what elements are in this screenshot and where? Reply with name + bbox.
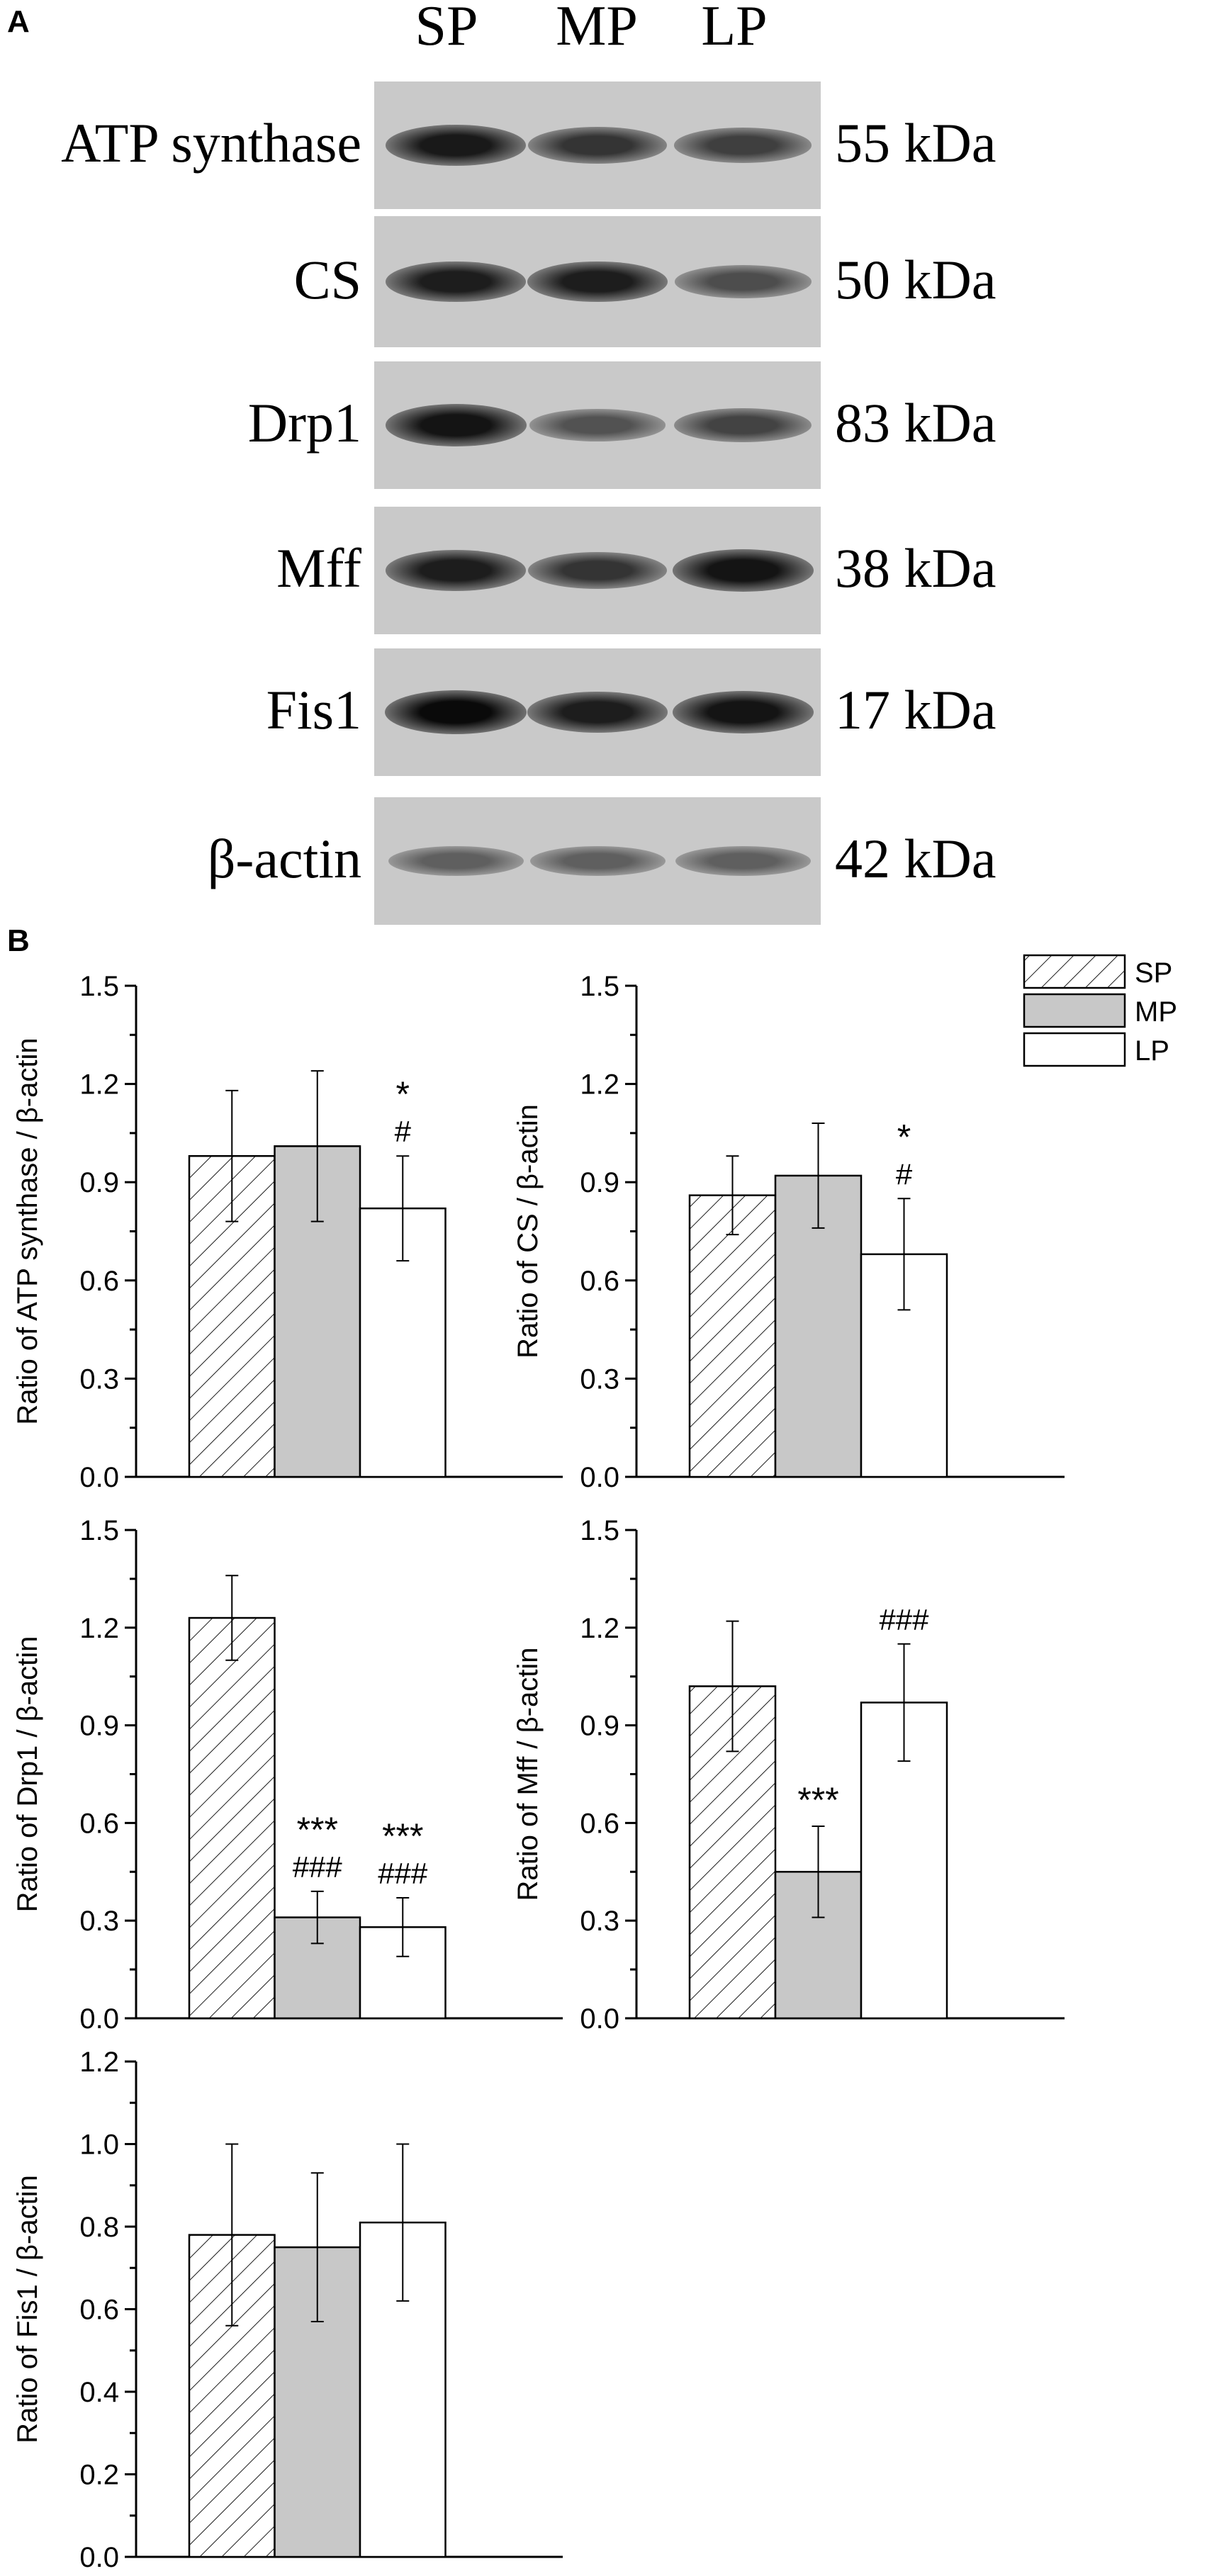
y-tick-label: 0.0: [79, 2542, 119, 2573]
y-tick-label: 0.6: [580, 1266, 619, 1297]
y-tick-label: 0.9: [79, 1711, 119, 1742]
bar: [860, 1702, 948, 2020]
y-axis-label: Ratio of CS / β-actin: [512, 1104, 544, 1359]
panel-b-label: B: [7, 923, 30, 958]
blot-band: [528, 126, 667, 164]
y-tick-label: 0.9: [79, 1167, 119, 1198]
y-tick-label: 0.4: [79, 2377, 119, 2408]
blot-band: [386, 550, 526, 591]
protein-label: ATP synthase: [61, 112, 361, 174]
y-axis-label: Ratio of Drp1 / β-actin: [12, 1636, 43, 1913]
y-tick-label: 0.0: [580, 1462, 619, 1493]
y-tick-label: 0.9: [580, 1167, 619, 1198]
y-axis-label: Ratio of Mff / β-actin: [512, 1648, 544, 1901]
blot-band: [675, 845, 811, 877]
y-tick-label: 0.6: [580, 1808, 619, 1839]
y-tick-label: 1.5: [79, 1515, 119, 1546]
kda-label: 38 kDa: [835, 537, 997, 599]
legend-swatch: [1023, 954, 1126, 989]
significance-label: *: [897, 1117, 911, 1157]
blot-band: [527, 692, 668, 733]
y-tick-label: 0.0: [79, 1462, 119, 1493]
blot-strip: [374, 648, 821, 776]
y-tick-label: 0.3: [580, 1906, 619, 1937]
blot-band: [386, 261, 526, 303]
legend-label: LP: [1135, 1035, 1169, 1067]
kda-label: 17 kDa: [835, 679, 997, 741]
y-tick-label: 0.0: [580, 2003, 619, 2035]
protein-label: Drp1: [247, 392, 361, 454]
significance-label: ###: [378, 1857, 428, 1890]
panel-a-label: A: [7, 4, 30, 39]
y-tick-label: 1.2: [79, 1069, 119, 1101]
y-tick-label: 0.0: [79, 2003, 119, 2035]
blot-band: [672, 691, 814, 733]
blot-strip: [374, 361, 821, 489]
blot-band: [673, 128, 812, 163]
kda-label: 42 kDa: [835, 828, 997, 889]
y-tick-label: 0.3: [580, 1363, 619, 1395]
y-tick-label: 1.2: [580, 1613, 619, 1644]
blot-band: [674, 265, 812, 298]
kda-label: 55 kDa: [835, 112, 997, 174]
y-tick-label: 1.5: [79, 971, 119, 1002]
blot-band: [674, 407, 812, 443]
y-tick-label: 0.6: [79, 1808, 119, 1839]
kda-label: 50 kDa: [835, 248, 997, 310]
protein-label: β-actin: [207, 828, 361, 889]
blot-band: [529, 845, 666, 877]
blot-band: [388, 845, 524, 877]
y-tick-label: 1.2: [580, 1069, 619, 1101]
y-tick-label: 1.2: [79, 1613, 119, 1644]
lane-label-lp: LP: [701, 0, 768, 57]
blot-band: [385, 124, 527, 167]
blot-band: [385, 404, 527, 446]
protein-label: Fis1: [266, 679, 361, 741]
y-tick-label: 1.5: [580, 971, 619, 1002]
significance-label: #: [395, 1115, 412, 1148]
significance-label: ***: [382, 1816, 423, 1856]
blot-band: [385, 690, 527, 734]
y-tick-label: 0.3: [79, 1906, 119, 1937]
significance-label: #: [896, 1157, 913, 1191]
significance-label: ***: [297, 1810, 338, 1850]
blot-band: [528, 551, 667, 590]
significance-label: *: [396, 1074, 410, 1114]
lane-label-sp: SP: [415, 0, 478, 57]
bar: [188, 1616, 276, 2020]
blot-strip: [374, 216, 821, 347]
blot-band: [672, 549, 814, 592]
legend-label: SP: [1135, 957, 1172, 989]
blot-strip: [374, 797, 821, 925]
y-tick-label: 0.9: [580, 1711, 619, 1742]
kda-label: 83 kDa: [835, 392, 997, 454]
significance-label: ###: [293, 1850, 343, 1884]
blot-strip: [374, 81, 821, 209]
legend-swatch: [1023, 1032, 1126, 1067]
y-tick-label: 0.6: [79, 2295, 119, 2326]
significance-label: ***: [797, 1780, 838, 1820]
y-tick-label: 0.2: [79, 2460, 119, 2491]
y-axis-label: Ratio of Fis1 / β-actin: [12, 2175, 43, 2443]
y-tick-label: 0.3: [79, 1363, 119, 1395]
y-tick-label: 1.5: [580, 1515, 619, 1546]
blot-strip: [374, 507, 821, 634]
protein-label: CS: [293, 248, 361, 310]
blot-band: [527, 261, 668, 303]
y-tick-label: 1.0: [79, 2130, 119, 2161]
legend-label: MP: [1135, 996, 1177, 1028]
significance-label: ###: [879, 1603, 929, 1636]
y-axis-label: Ratio of ATP synthase / β-actin: [12, 1037, 43, 1424]
protein-label: Mff: [276, 537, 361, 599]
legend-swatch: [1023, 993, 1126, 1028]
y-tick-label: 1.2: [79, 2047, 119, 2078]
y-tick-label: 0.8: [79, 2212, 119, 2243]
y-tick-label: 0.6: [79, 1266, 119, 1297]
blot-band: [529, 409, 666, 441]
bar: [688, 1194, 777, 1478]
lane-label-mp: MP: [556, 0, 638, 57]
